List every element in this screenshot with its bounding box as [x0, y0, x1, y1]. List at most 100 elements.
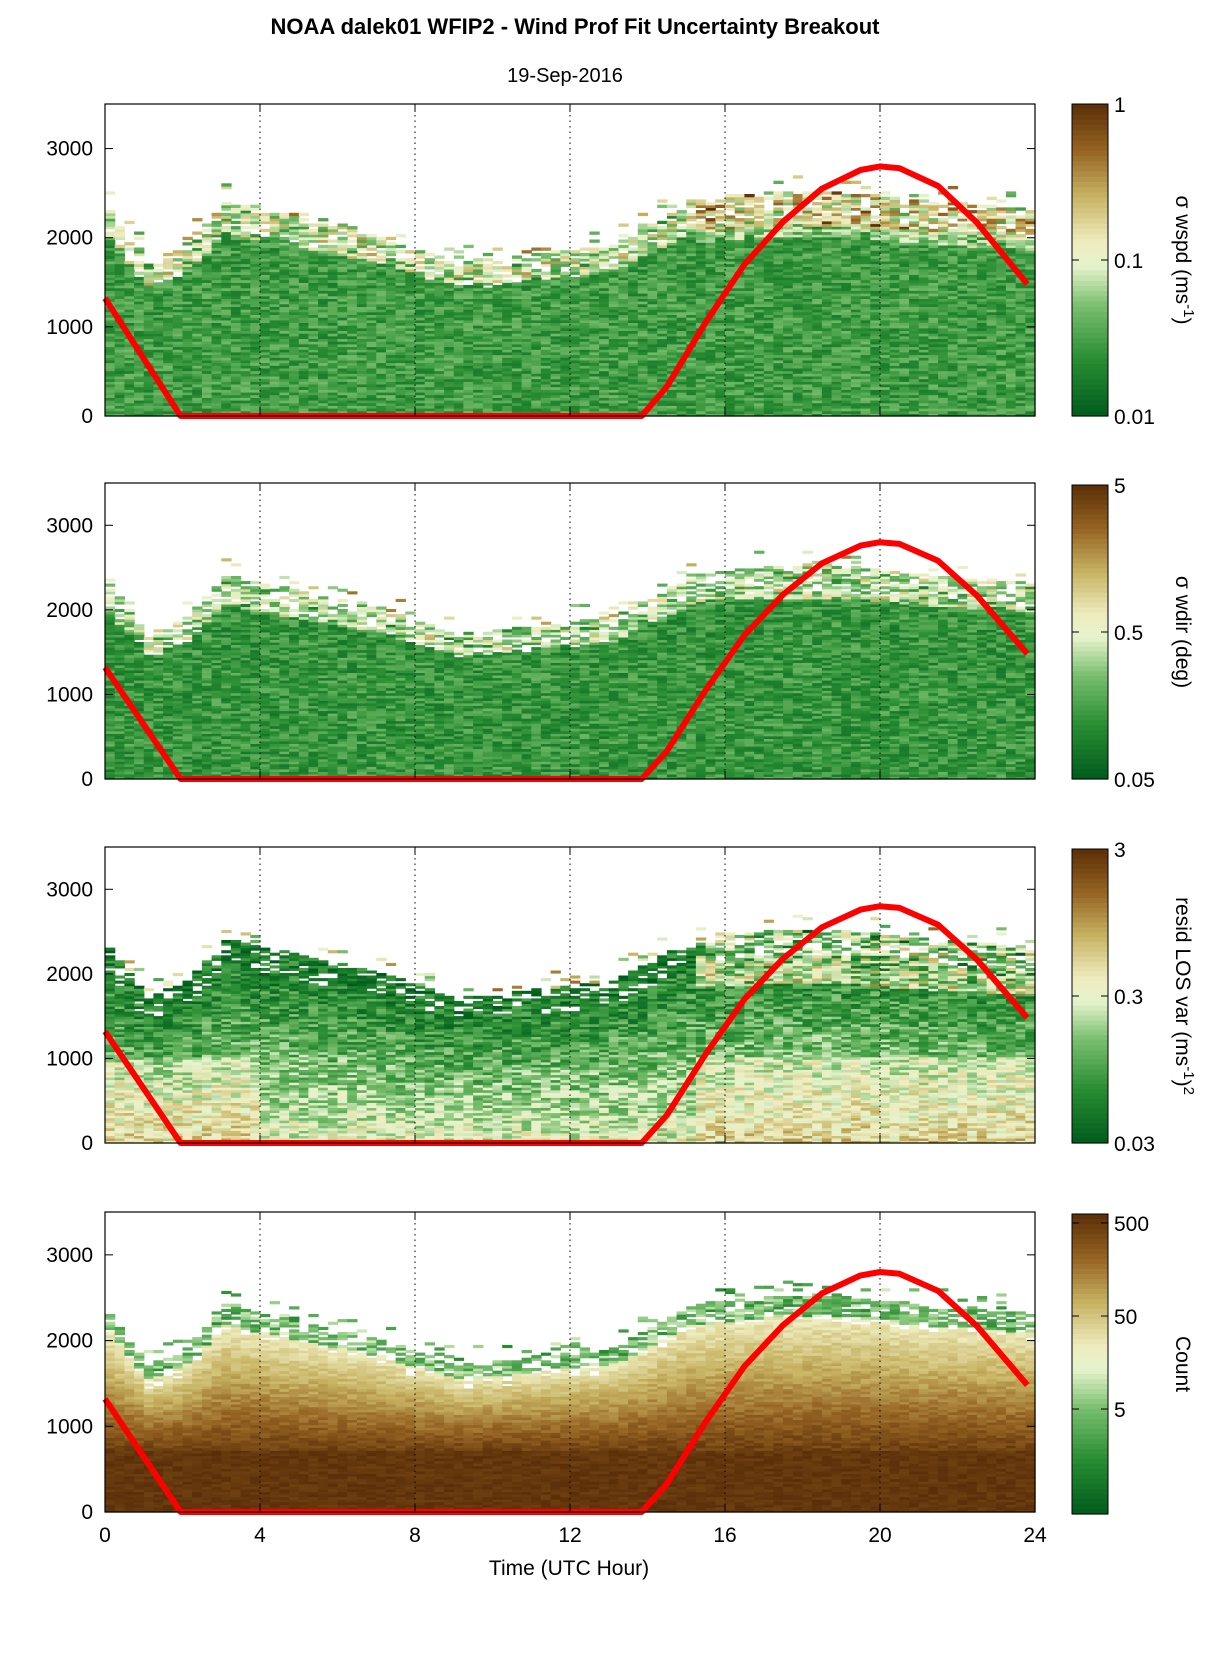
heatmap-cell	[648, 234, 658, 237]
heatmap-cell	[279, 213, 289, 216]
heatmap-cell	[473, 280, 483, 283]
heatmap-cell	[173, 258, 183, 261]
heatmap-cell	[638, 213, 648, 216]
heatmap-cell	[696, 199, 706, 202]
heatmap-cell	[279, 237, 289, 240]
heatmap-cell	[454, 250, 464, 253]
heatmap-cell	[396, 250, 406, 253]
heatmap-cell	[618, 245, 628, 248]
heatmap-cell	[657, 242, 667, 245]
heatmap-cell	[744, 194, 754, 197]
heatmap-cell	[376, 237, 386, 240]
heatmap-cell	[522, 258, 532, 261]
heatmap-cell	[744, 218, 754, 221]
heatmap-cell	[115, 226, 125, 229]
heatmap-cell	[570, 277, 580, 280]
figure: NOAA dalek01 WFIP2 - Wind Prof Fit Uncer…	[0, 0, 1227, 1655]
heatmap-cell	[183, 237, 193, 240]
heatmap-cell	[405, 258, 415, 261]
heatmap-cell	[618, 234, 628, 237]
heatmap-cell	[202, 229, 212, 232]
heatmap-cell	[667, 221, 677, 224]
heatmap-cell	[347, 240, 357, 243]
heatmap-cell	[483, 288, 493, 291]
heatmap-cell	[212, 221, 222, 224]
heatmap-cell	[425, 266, 435, 269]
heatmap-cell	[163, 253, 173, 256]
heatmap-cell	[773, 191, 783, 194]
heatmap-cell	[231, 226, 241, 229]
heatmap-cell	[522, 264, 532, 267]
heatmap-cell	[686, 199, 696, 202]
heatmap-cell	[124, 242, 134, 245]
heatmap-cell	[367, 253, 377, 256]
heatmap-cell	[570, 250, 580, 253]
heatmap-cell	[134, 272, 144, 275]
heatmap-cell	[589, 240, 599, 243]
heatmap-cell	[493, 248, 503, 251]
heatmap-cell	[502, 280, 512, 283]
heatmap-cell	[599, 269, 609, 272]
heatmap-cell	[463, 245, 473, 248]
heatmap-cell	[793, 194, 803, 197]
heatmap-cell	[202, 245, 212, 248]
heatmap-cell	[502, 266, 512, 269]
heatmap-cell	[134, 261, 144, 264]
heatmap-cell	[270, 213, 280, 216]
heatmap-cell	[754, 205, 764, 208]
heatmap-cell	[425, 253, 435, 256]
heatmap-cell	[541, 280, 551, 283]
heatmap-cell	[754, 221, 764, 224]
heatmap-cell	[493, 261, 503, 264]
heatmap-cell	[212, 240, 222, 243]
heatmap-cell	[357, 234, 367, 237]
heatmap-cell	[696, 221, 706, 224]
heatmap-cell	[783, 207, 793, 210]
heatmap-cell	[531, 269, 541, 272]
heatmap-cell	[715, 205, 725, 208]
heatmap-cell	[725, 215, 735, 218]
heatmap-cell	[405, 250, 415, 253]
heatmap-cell	[386, 258, 396, 261]
heatmap-cell	[308, 229, 318, 232]
heatmap-cell	[386, 237, 396, 240]
heatmap-cell	[541, 272, 551, 275]
heatmap-cell	[241, 226, 251, 229]
heatmap-cell	[473, 258, 483, 261]
heatmap-cell	[202, 234, 212, 237]
heatmap-cell	[434, 261, 444, 264]
heatmap-cell	[163, 258, 173, 261]
heatmap-cell	[531, 248, 541, 251]
heatmap-cell	[463, 285, 473, 288]
heatmap-cell	[512, 256, 522, 259]
heatmap-cell	[725, 205, 735, 208]
heatmap-cell	[124, 248, 134, 251]
heatmap-cell	[512, 282, 522, 285]
heatmap-cell	[609, 264, 619, 267]
heatmap-cell	[434, 256, 444, 259]
heatmap-cell	[783, 191, 793, 194]
heatmap-cell	[493, 274, 503, 277]
heatmap-cell	[512, 264, 522, 267]
heatmap-cell	[618, 240, 628, 243]
heatmap-cell	[493, 285, 503, 288]
heatmap-cell	[192, 240, 202, 243]
heatmap-cell	[183, 250, 193, 253]
heatmap-cell	[105, 232, 115, 235]
heatmap-cell	[163, 272, 173, 275]
figure-subtitle: 19-Sep-2016	[507, 65, 623, 87]
heatmap-cell	[328, 240, 338, 243]
heatmap-cell	[260, 213, 270, 216]
heatmap-cell	[706, 202, 716, 205]
heatmap-cell	[289, 213, 299, 216]
heatmap-cell	[696, 210, 706, 213]
heatmap-cell	[551, 250, 561, 253]
heatmap-cell	[163, 280, 173, 283]
heatmap-cell	[454, 285, 464, 288]
heatmap-cell	[764, 210, 774, 213]
heatmap-cell	[338, 237, 348, 240]
heatmap-cell	[396, 234, 406, 237]
heatmap-cell	[153, 282, 163, 285]
heatmap-cell	[308, 248, 318, 251]
heatmap-cell	[221, 183, 231, 186]
